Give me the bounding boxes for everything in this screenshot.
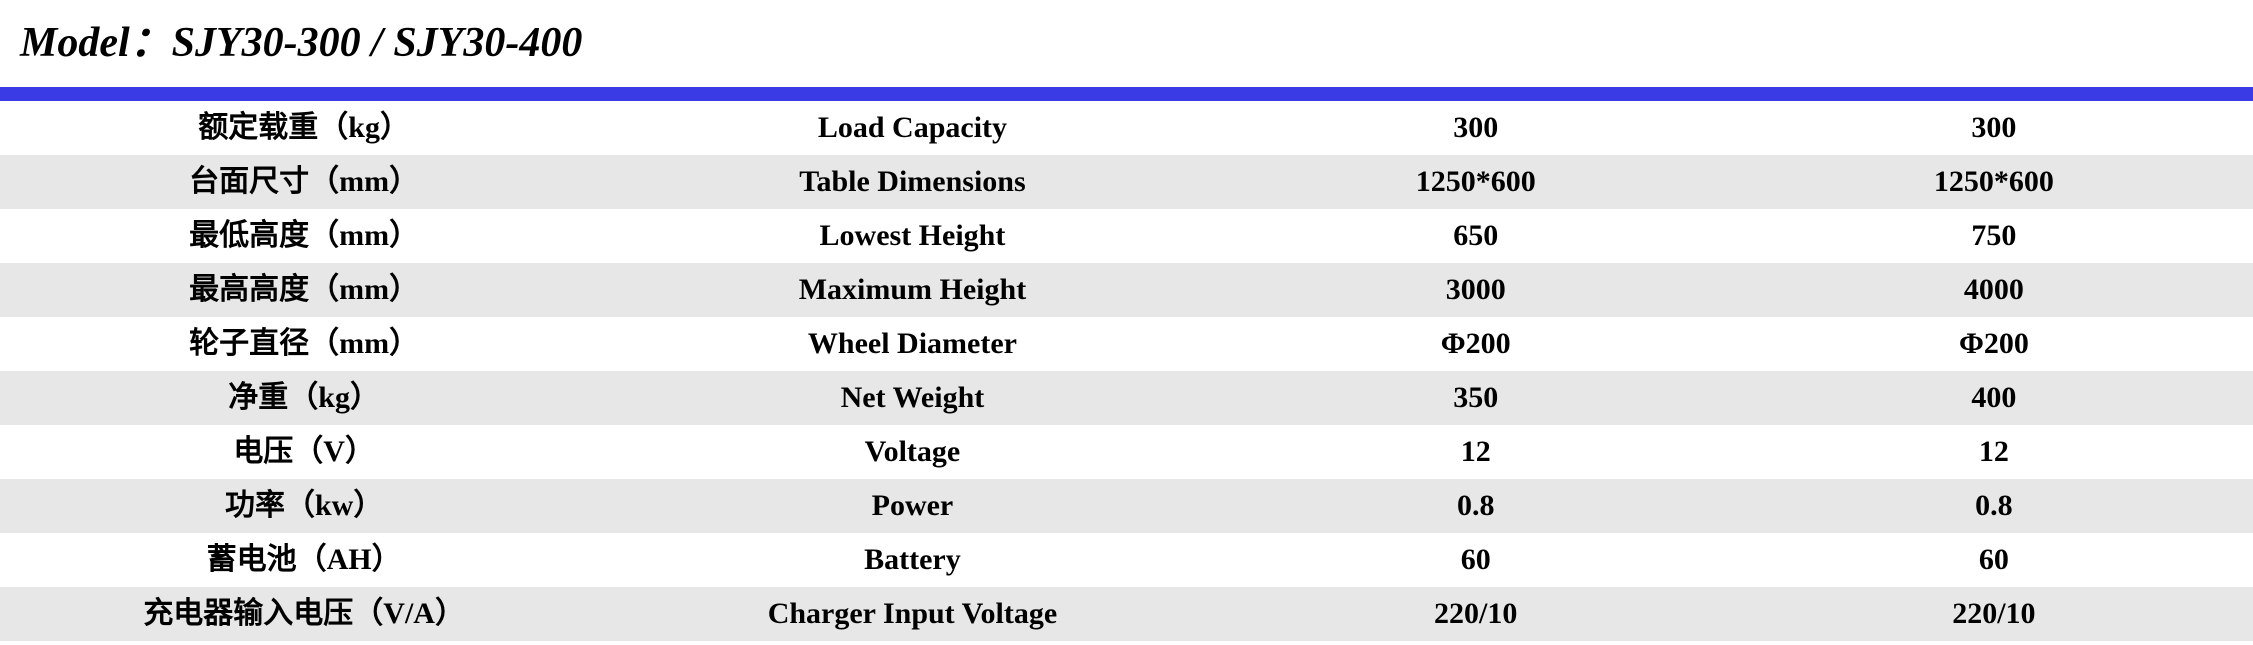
table-row: 充电器输入电压（V/A）Charger Input Voltage220/102… [0,587,2253,641]
spec-value-model-b: 1250*600 [1735,155,2253,209]
spec-value-model-a: 220/10 [1217,587,1735,641]
spec-value-model-b: Φ200 [1735,317,2253,371]
spec-value-model-a: 650 [1217,209,1735,263]
table-row: 台面尺寸（mm）Table Dimensions1250*6001250*600 [0,155,2253,209]
spec-label-cn: 功率（kw） [0,479,608,533]
spec-label-cn: 最高高度（mm） [0,263,608,317]
spec-value-model-b: 12 [1735,425,2253,479]
page-title: Model：SJY30-300 / SJY30-400 [0,0,2253,87]
spec-label-cn: 电压（V） [0,425,608,479]
table-row: 功率（kw）Power0.80.8 [0,479,2253,533]
table-row: 轮子直径（mm）Wheel DiameterΦ200Φ200 [0,317,2253,371]
spec-value-model-a: 3000 [1217,263,1735,317]
spec-label-en: Battery [608,533,1216,587]
spec-table-body: 额定载重（kg）Load Capacity300300台面尺寸（mm）Table… [0,101,2253,641]
spec-label-cn: 蓄电池（AH） [0,533,608,587]
spec-value-model-a: 0.8 [1217,479,1735,533]
spec-value-model-b: 4000 [1735,263,2253,317]
spec-value-model-b: 60 [1735,533,2253,587]
spec-value-model-a: 60 [1217,533,1735,587]
table-row: 额定载重（kg）Load Capacity300300 [0,101,2253,155]
spec-label-en: Charger Input Voltage [608,587,1216,641]
spec-table: 额定载重（kg）Load Capacity300300台面尺寸（mm）Table… [0,101,2253,641]
spec-label-cn: 净重（kg） [0,371,608,425]
spec-label-en: Voltage [608,425,1216,479]
spec-value-model-b: 0.8 [1735,479,2253,533]
spec-label-cn: 轮子直径（mm） [0,317,608,371]
spec-label-en: Wheel Diameter [608,317,1216,371]
spec-value-model-a: 350 [1217,371,1735,425]
spec-label-en: Table Dimensions [608,155,1216,209]
header-rule [0,87,2253,101]
table-row: 蓄电池（AH）Battery6060 [0,533,2253,587]
spec-label-cn: 台面尺寸（mm） [0,155,608,209]
spec-value-model-b: 750 [1735,209,2253,263]
spec-label-en: Power [608,479,1216,533]
spec-value-model-a: 12 [1217,425,1735,479]
table-row: 最低高度（mm）Lowest Height650750 [0,209,2253,263]
spec-label-en: Maximum Height [608,263,1216,317]
spec-value-model-a: Φ200 [1217,317,1735,371]
spec-value-model-a: 1250*600 [1217,155,1735,209]
spec-label-cn: 额定载重（kg） [0,101,608,155]
spec-label-en: Net Weight [608,371,1216,425]
spec-label-en: Lowest Height [608,209,1216,263]
spec-label-cn: 最低高度（mm） [0,209,608,263]
table-row: 电压（V）Voltage1212 [0,425,2253,479]
spec-value-model-b: 400 [1735,371,2253,425]
table-row: 最高高度（mm）Maximum Height30004000 [0,263,2253,317]
spec-label-en: Load Capacity [608,101,1216,155]
spec-value-model-b: 300 [1735,101,2253,155]
spec-value-model-a: 300 [1217,101,1735,155]
spec-value-model-b: 220/10 [1735,587,2253,641]
table-row: 净重（kg）Net Weight350400 [0,371,2253,425]
spec-label-cn: 充电器输入电压（V/A） [0,587,608,641]
